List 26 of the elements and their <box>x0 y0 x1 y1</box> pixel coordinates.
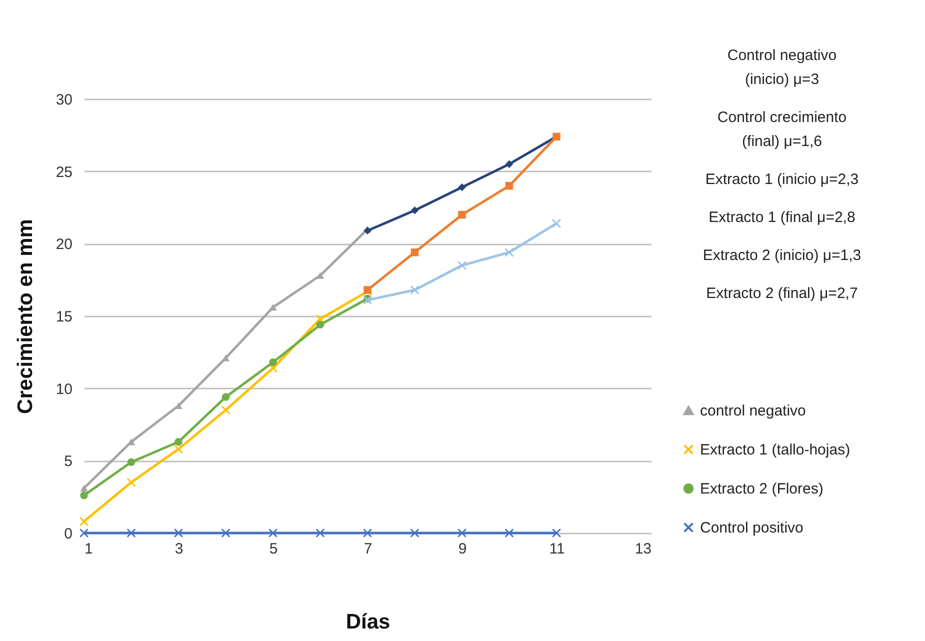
x-tick-label: 5 <box>269 540 278 558</box>
x-tick-label: 1 <box>84 540 93 558</box>
legend-label: Extracto 1 (tallo-hojas) <box>700 442 850 458</box>
text: Extracto 2 (final) μ=2,7 <box>705 284 859 304</box>
x-tick-label: 11 <box>549 540 565 558</box>
x-axis-title: Días <box>346 610 390 634</box>
legend-label: Extracto 2 (Flores) <box>700 480 824 498</box>
x-tick-label: 13 <box>634 540 652 558</box>
y-tick-label: 10 <box>56 380 72 398</box>
y-tick-label: 15 <box>56 308 72 326</box>
text: Extracto 1 (inicio μ=2,3 <box>704 170 860 190</box>
x-tick-label: 7 <box>364 540 372 558</box>
y-tick-label: 20 <box>56 236 72 254</box>
y-axis-title: Crecimiento en mm <box>14 219 37 414</box>
text: Control crecimiento (final) μ=1,6 <box>716 108 848 152</box>
y-tick-label: 30 <box>56 92 72 108</box>
y-tick-label: 5 <box>64 453 72 470</box>
x-tick-label: 9 <box>458 540 467 558</box>
y-tick-label: 25 <box>56 164 72 181</box>
text: Extracto 2 (inicio) μ=1,3 <box>702 246 862 266</box>
x-tick-label: 3 <box>174 540 184 558</box>
text: Extracto 1 (final μ=2,8 <box>708 208 856 228</box>
legend-label: Control positivo <box>700 520 804 536</box>
y-tick-label: 0 <box>64 526 72 542</box>
text: Control negativo (inicio) μ=3 <box>726 46 838 90</box>
legend-label: control negativo <box>700 402 806 420</box>
